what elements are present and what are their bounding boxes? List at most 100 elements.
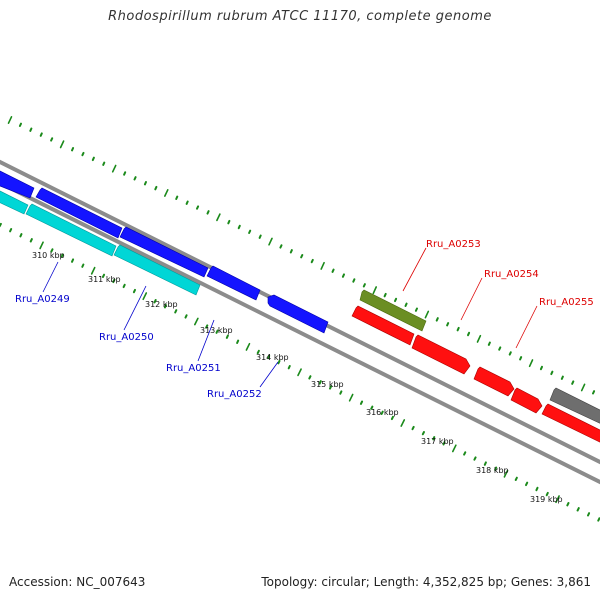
kbp-label: 315 kbp	[311, 380, 344, 389]
major-tick	[320, 261, 325, 270]
major-tick	[111, 164, 117, 173]
minor-tick	[331, 268, 335, 273]
gene-arrow[interactable]	[0, 168, 35, 199]
gene-arrow[interactable]	[473, 366, 515, 397]
minor-tick	[205, 324, 209, 329]
kbp-label: 318 kbp	[476, 466, 509, 475]
minor-tick	[29, 127, 33, 132]
minor-tick	[310, 258, 314, 264]
minor-tick	[206, 210, 210, 215]
minor-tick	[289, 249, 293, 254]
gene-arrow[interactable]	[549, 387, 600, 428]
gene-label[interactable]: Rru_A0253	[426, 239, 481, 250]
minor-tick	[153, 299, 157, 304]
minor-tick	[467, 331, 471, 337]
major-tick	[476, 334, 482, 343]
minor-tick	[102, 161, 106, 166]
minor-tick	[227, 219, 231, 225]
gene-arrow[interactable]	[119, 226, 209, 278]
minor-tick	[318, 380, 322, 385]
major-tick	[372, 286, 378, 295]
major-tick	[90, 266, 96, 275]
minor-tick	[550, 370, 554, 376]
gene-label[interactable]: Rru_A0249	[15, 294, 70, 305]
minor-tick	[18, 122, 22, 127]
leader-line	[259, 361, 279, 388]
minor-tick	[277, 359, 281, 365]
rna-gene-arrow[interactable]	[0, 188, 29, 215]
minor-tick	[411, 425, 415, 431]
minor-tick	[435, 317, 439, 322]
minor-tick	[329, 385, 333, 390]
minor-tick	[300, 254, 304, 259]
kbp-label: 317 kbp	[421, 437, 454, 446]
minor-tick	[81, 151, 85, 157]
gene-label[interactable]: Rru_A0252	[207, 389, 262, 400]
reverse-genes	[351, 289, 600, 447]
major-tick	[297, 368, 302, 377]
gene-arrow[interactable]	[351, 305, 415, 346]
minor-tick	[514, 476, 518, 481]
gene-arrow[interactable]	[35, 187, 123, 239]
minor-tick	[383, 292, 387, 298]
backbone	[0, 159, 600, 485]
gene-labels: Rru_A0249 Rru_A0250 Rru_A0251 Rru_A0252 …	[15, 239, 594, 400]
minor-tick	[237, 224, 241, 230]
inner-tick-track	[0, 222, 600, 522]
gene-label[interactable]: Rru_A0251	[166, 363, 221, 374]
major-tick	[245, 342, 251, 351]
leader-line	[197, 319, 215, 362]
major-tick	[164, 189, 169, 197]
minor-tick	[390, 415, 394, 421]
minor-tick	[19, 233, 23, 238]
map-title: Rhodospirillum rubrum ATCC 11170, comple…	[108, 9, 492, 24]
gene-arrow[interactable]	[359, 289, 427, 332]
minor-tick	[81, 263, 85, 268]
minor-tick	[404, 302, 408, 307]
leader-line	[460, 277, 483, 321]
minor-tick	[432, 436, 436, 441]
minor-tick	[39, 132, 43, 137]
minor-tick	[560, 375, 564, 380]
minor-tick	[132, 288, 136, 294]
minor-tick	[215, 329, 219, 334]
minor-tick	[545, 491, 549, 497]
major-tick	[503, 469, 509, 478]
minor-tick	[122, 283, 126, 289]
minor-tick	[50, 248, 54, 253]
minor-tick	[442, 441, 446, 446]
gene-label[interactable]: Rru_A0250	[99, 332, 154, 343]
gene-arrow[interactable]	[206, 265, 261, 301]
gene-arrow[interactable]	[541, 403, 600, 447]
minor-tick	[287, 365, 291, 370]
outer-tick-track	[7, 116, 596, 395]
gene-arrow[interactable]	[510, 387, 543, 414]
major-tick	[216, 213, 221, 222]
gene-arrow[interactable]	[267, 294, 329, 334]
minor-tick	[446, 322, 450, 327]
rna-gene-arrow[interactable]	[25, 203, 117, 257]
minor-tick	[487, 341, 491, 346]
rna-gene-arrow[interactable]	[113, 244, 201, 296]
minor-tick	[91, 156, 95, 162]
major-tick	[142, 292, 148, 301]
minor-tick	[370, 405, 374, 410]
minor-tick	[163, 304, 167, 309]
minor-tick	[339, 390, 343, 395]
major-tick	[59, 140, 65, 149]
minor-tick	[71, 147, 75, 152]
gene-arrow[interactable]	[411, 334, 471, 375]
minor-tick	[414, 307, 418, 312]
leader-line	[42, 261, 59, 293]
minor-tick	[196, 205, 200, 210]
minor-tick	[267, 354, 271, 360]
minor-tick	[380, 410, 384, 415]
minor-tick	[308, 375, 312, 380]
minor-tick	[143, 181, 147, 186]
gene-label[interactable]: Rru_A0255	[539, 297, 594, 308]
minor-tick	[0, 222, 2, 228]
major-tick	[39, 241, 44, 250]
gene-label[interactable]: Rru_A0254	[484, 269, 539, 280]
minor-tick	[236, 339, 240, 344]
